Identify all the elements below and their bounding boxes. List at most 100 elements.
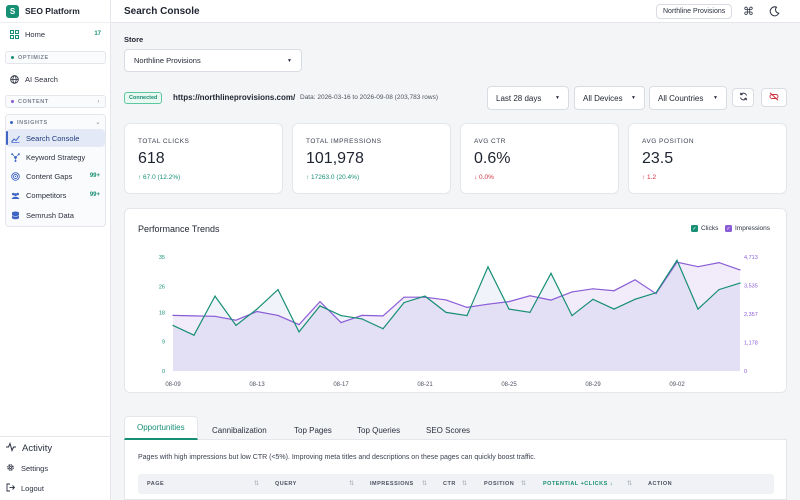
brand[interactable]: S SEO Platform (0, 0, 110, 22)
column-header-page[interactable]: PAGE (147, 481, 165, 487)
chevron-right-icon: › (97, 98, 100, 105)
brand-logo: S (6, 4, 19, 18)
y-tick-label-right: 3,535 (744, 284, 758, 290)
date-range-select[interactable]: Last 28 days ▼ (487, 86, 569, 110)
sort-icon[interactable]: ⇅ (254, 481, 260, 487)
countries-select[interactable]: All Countries ▼ (649, 86, 727, 110)
metric-value: 23.5 (642, 150, 674, 167)
legend-clicks[interactable]: ✓ Clicks (691, 225, 718, 232)
moon-icon[interactable] (768, 5, 781, 18)
impressions-point (592, 288, 594, 290)
clicks-point (382, 328, 384, 330)
data-range-info: Data: 2026-03-16 to 2026-09-08 (203,783 … (300, 94, 439, 101)
impressions-point (424, 296, 426, 298)
data-tabs: Opportunities Cannibalization Top Pages … (124, 416, 787, 500)
legend-impressions[interactable]: ✓ Impressions (725, 225, 770, 232)
section-dot (11, 100, 14, 103)
metric-card-clicks: TOTAL CLICKS 618 ↑ 67.0 (12.2%) (124, 123, 283, 194)
legend-label: Impressions (735, 225, 771, 232)
disconnect-button[interactable] (761, 88, 787, 107)
clicks-point (424, 295, 426, 297)
sidebar-item-label: Logout (21, 484, 44, 493)
x-tick-label: 08-13 (249, 382, 265, 388)
command-icon[interactable]: ⌘ (743, 6, 754, 18)
network-icon (11, 152, 20, 162)
clicks-point (256, 308, 258, 310)
refresh-button[interactable] (732, 88, 754, 107)
sort-icon[interactable]: ⇅ (349, 481, 355, 487)
status-badge: Connected (124, 92, 163, 104)
impressions-point (697, 266, 699, 268)
column-header-potential-clicks[interactable]: POTENTIAL +CLICKS ↓ (543, 481, 614, 487)
caret-down-icon: ▼ (713, 95, 718, 101)
clicks-point (319, 305, 321, 307)
store-select[interactable]: Northline Provisions ▼ (124, 49, 302, 72)
tab-top-queries[interactable]: Top Queries (357, 425, 401, 435)
column-header-action: ACTION (648, 481, 673, 487)
y-tick-label-left: 0 (162, 369, 165, 375)
y-tick-label-left: 35 (159, 255, 165, 261)
column-header-impressions[interactable]: IMPRESSIONS (370, 481, 414, 487)
grid-icon (10, 29, 19, 39)
sidebar-item-search-console[interactable]: Search Console (6, 129, 105, 147)
metric-delta: ↑ 67.0 (12.2%) (138, 174, 181, 181)
column-header-ctr[interactable]: CTR (443, 481, 456, 487)
sort-icon[interactable]: ⇅ (462, 481, 468, 487)
impressions-point (193, 315, 195, 317)
users-icon (11, 191, 20, 200)
devices-select[interactable]: All Devices ▼ (574, 86, 645, 110)
sidebar-item-home[interactable]: Home 17 (5, 25, 106, 43)
section-content[interactable]: CONTENT › (5, 95, 106, 108)
clicks-line (172, 259, 741, 336)
sidebar-item-settings[interactable]: Settings (6, 463, 48, 474)
impressions-point (676, 261, 678, 263)
tab-seo-scores[interactable]: SEO Scores (426, 425, 471, 435)
metric-delta: ↓ 0.0% (474, 174, 494, 181)
panel-description: Pages with high impressions but low CTR … (138, 454, 536, 461)
metric-delta: ↑ 17263.0 (20.4%) (306, 174, 360, 181)
gear-icon (6, 463, 15, 474)
section-insights[interactable]: INSIGHTS ⌄ (5, 116, 106, 129)
divider (0, 22, 111, 23)
clicks-point (697, 308, 699, 310)
impressions-point (529, 295, 531, 297)
impressions-point (508, 301, 510, 303)
section-dot (11, 56, 14, 59)
count-badge: 99+ (89, 173, 100, 179)
impressions-point (718, 262, 720, 264)
column-header-position[interactable]: POSITION (484, 481, 515, 487)
clicks-point (403, 302, 405, 304)
sidebar-item-keyword-strategy[interactable]: Keyword Strategy (6, 148, 105, 166)
sort-icon[interactable]: ⇅ (627, 481, 633, 487)
y-tick-label-left: 26 (159, 284, 165, 290)
sidebar-item-competitors[interactable]: Competitors 99+ (6, 186, 105, 204)
sort-icon[interactable]: ⇅ (521, 481, 527, 487)
clicks-point (676, 259, 678, 261)
column-header-query[interactable]: QUERY (275, 481, 297, 487)
tab-opportunities[interactable]: Opportunities (124, 416, 198, 440)
refresh-icon (739, 92, 748, 103)
clicks-point (487, 266, 489, 268)
sidebar-item-ai-search[interactable]: AI Search (5, 70, 106, 88)
tab-top-pages[interactable]: Top Pages (294, 425, 332, 435)
sidebar-item-label: Competitors (26, 190, 67, 200)
impressions-point (403, 296, 405, 298)
sort-icon[interactable]: ⇅ (422, 481, 428, 487)
caret-down-icon: ▼ (631, 95, 636, 101)
section-optimize[interactable]: OPTIMIZE (5, 51, 106, 64)
sidebar-item-logout[interactable]: Logout (6, 483, 44, 494)
impressions-point (319, 301, 321, 303)
sidebar-footer (0, 436, 111, 437)
impressions-point (487, 303, 489, 305)
sidebar-item-label: Home (25, 29, 46, 39)
sidebar-item-semrush-data[interactable]: Semrush Data (6, 206, 105, 224)
clicks-point (193, 334, 195, 336)
metric-card-position: AVG POSITION 23.5 ↑ 1.2 (628, 123, 787, 194)
sidebar-item-content-gaps[interactable]: Content Gaps 99+ (6, 167, 105, 185)
sidebar-item-label: Content Gaps (26, 171, 73, 181)
tab-cannibalization[interactable]: Cannibalization (212, 425, 267, 435)
sidebar-item-activity[interactable]: Activity (6, 442, 52, 455)
store-chip[interactable]: Northline Provisions (656, 4, 733, 19)
sidebar-item-label: Settings (21, 464, 49, 473)
table-header: PAGE ⇅ QUERY ⇅ IMPRESSIONS ⇅ CTR ⇅ POSIT… (138, 474, 774, 494)
